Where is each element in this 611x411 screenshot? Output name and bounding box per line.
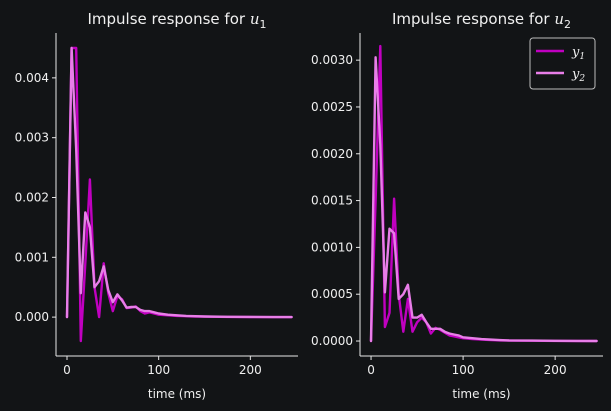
legend-entry-label: y2 [571, 67, 585, 84]
y-tick-label: 0.0020 [311, 147, 353, 161]
y-tick-label: 0.0015 [311, 194, 353, 208]
chart-title-math: u [250, 10, 260, 28]
x-tick-label: 0 [367, 363, 375, 377]
y-tick-label: 0.0010 [311, 240, 353, 254]
series-line-y2 [369, 56, 598, 343]
chart-title-subscript: 1 [260, 18, 267, 31]
legend-entry-sub: 1 [579, 52, 585, 62]
x-axis-label: time (ms) [148, 387, 206, 401]
chart-title: Impulse response for u1 [87, 10, 266, 31]
x-tick-label: 200 [544, 363, 567, 377]
legend-entry-main: y [571, 67, 580, 82]
chart-title-math: u [554, 10, 564, 28]
y-tick-label: 0.0025 [311, 100, 353, 114]
chart-title-subscript: 2 [564, 18, 571, 31]
y-tick-label: 0.003 [15, 131, 49, 145]
chart-title-text: Impulse response for [87, 10, 249, 28]
y-tick-label: 0.0000 [311, 334, 353, 348]
series-line-y1 [369, 44, 598, 343]
x-tick-label: 0 [63, 363, 71, 377]
chart-title: Impulse response for u2 [392, 10, 571, 31]
legend-entry-main: y [571, 45, 580, 60]
series-line-y1 [65, 46, 293, 343]
y-tick-label: 0.004 [15, 71, 49, 85]
x-tick-label: 100 [452, 363, 475, 377]
y-tick-label: 0.000 [15, 310, 49, 324]
legend-entry-label: y1 [571, 45, 585, 62]
x-tick-label: 200 [239, 363, 262, 377]
y-tick-label: 0.0030 [311, 53, 353, 67]
chart-panel-1: 0.000 0.001 0.002 0.003 0.004 0 100 200 time (ms… [15, 10, 298, 401]
legend-box [529, 37, 596, 90]
x-tick-label: 100 [147, 363, 170, 377]
chart-title-text: Impulse response for [392, 10, 554, 28]
y-tick-label: 0.0005 [311, 287, 353, 301]
x-axis-label: time (ms) [452, 387, 510, 401]
y-tick-label: 0.002 [15, 190, 49, 204]
chart-panel-2: 0.0000 0.0005 0.0010 0.0015 0.0020 0.0025 0.00… [311, 10, 603, 401]
series-line-y2 [65, 46, 293, 319]
y-tick-label: 0.001 [15, 250, 49, 264]
legend-entry-sub: 2 [578, 74, 585, 84]
